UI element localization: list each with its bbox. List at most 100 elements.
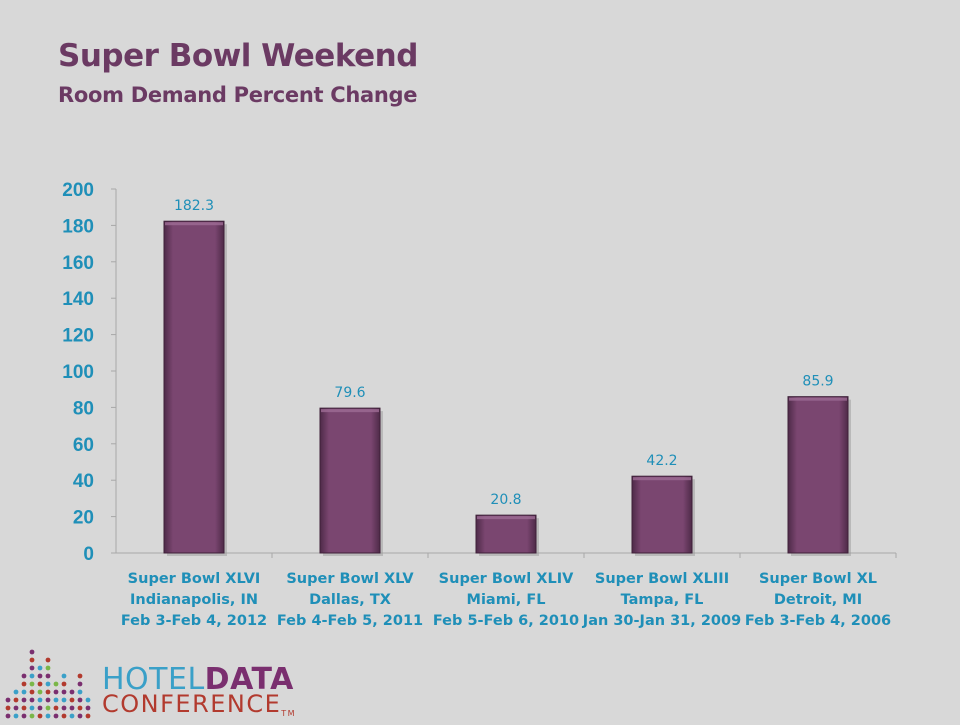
x-tick-label: Super Bowl XLV: [286, 571, 414, 587]
logo-wordmark-bottom: CONFERENCETM: [102, 690, 296, 718]
logo-dot: [53, 689, 59, 695]
x-tick-label: Super Bowl XLIII: [595, 571, 729, 587]
x-tick-label: Miami, FL: [467, 592, 546, 608]
x-tick-label: Jan 30-Jan 31, 2009: [582, 613, 741, 629]
bar: [787, 396, 849, 554]
chart-subtitle: Room Demand Percent Change: [58, 83, 418, 107]
bar-highlight: [789, 397, 847, 401]
bar-highlight: [165, 222, 223, 226]
logo-dot: [37, 689, 43, 695]
logo-dot: [21, 681, 27, 687]
logo-dot: [29, 673, 35, 679]
logo-dot: [69, 689, 75, 695]
bar: [163, 220, 225, 554]
logo-dot: [21, 697, 27, 703]
logo-dot: [69, 705, 75, 711]
data-label: 20.8: [490, 492, 521, 508]
logo-dot: [69, 713, 75, 719]
logo-dot: [45, 657, 51, 663]
logo-trademark: TM: [281, 709, 297, 718]
logo-dot: [45, 697, 51, 703]
logo-dot: [45, 689, 51, 695]
logo-word-data: DATA: [204, 662, 294, 697]
logo-dot: [45, 673, 51, 679]
y-tick-label: 80: [73, 398, 94, 419]
logo-dot: [37, 665, 43, 671]
logo-dot: [61, 689, 67, 695]
logo-dot: [5, 713, 11, 719]
logo-dot: [85, 713, 91, 719]
data-label: 79.6: [334, 385, 365, 401]
y-tick-label: 180: [62, 216, 94, 237]
bar-highlight: [321, 409, 379, 413]
y-tick-label: 0: [83, 544, 94, 565]
x-tick-label: Detroit, MI: [774, 592, 862, 608]
logo-dot: [29, 681, 35, 687]
data-label: 85.9: [802, 374, 833, 390]
logo-dot: [21, 705, 27, 711]
logo-dot: [13, 713, 19, 719]
logo-dot: [29, 657, 35, 663]
logo-dot: [53, 697, 59, 703]
chart-title: Super Bowl Weekend: [58, 38, 418, 74]
logo-dot: [77, 697, 83, 703]
x-tick-label: Dallas, TX: [309, 592, 391, 608]
logo-dot: [61, 705, 67, 711]
logo-dot: [37, 681, 43, 687]
logo-dot: [69, 697, 75, 703]
y-tick-label: 40: [73, 471, 94, 492]
logo-dot: [37, 673, 43, 679]
logo-dot: [85, 705, 91, 711]
data-label: 182.3: [174, 198, 214, 214]
logo-dot: [85, 697, 91, 703]
bar: [475, 514, 537, 554]
x-tick-label: Super Bowl XLVI: [128, 571, 261, 587]
y-tick-label: 140: [62, 289, 94, 310]
logo-dot: [77, 681, 83, 687]
logo-dot: [53, 713, 59, 719]
logo-dot: [21, 689, 27, 695]
logo-word-hotel: HOTEL: [102, 662, 205, 697]
x-tick-label: Tampa, FL: [621, 592, 704, 608]
x-tick-label: Super Bowl XLIV: [439, 571, 574, 587]
data-label: 42.2: [646, 453, 677, 469]
logo-dot: [61, 673, 67, 679]
logo-dot: [29, 649, 35, 655]
logo-word-conference: CONFERENCE: [102, 690, 282, 718]
y-tick-label: 200: [62, 180, 94, 201]
logo-dot: [37, 705, 43, 711]
y-tick-label: 20: [73, 508, 94, 529]
logo-dot: [5, 697, 11, 703]
x-tick-label: Feb 3-Feb 4, 2006: [745, 613, 891, 629]
logo-dot: [13, 697, 19, 703]
y-tick-label: 120: [62, 326, 94, 347]
logo-dot: [29, 689, 35, 695]
logo-wordmark-top: HOTELDATA: [102, 662, 294, 697]
y-tick-label: 100: [62, 362, 94, 383]
logo-dot: [21, 673, 27, 679]
x-tick-label: Indianapolis, IN: [130, 592, 258, 608]
y-tick-label: 160: [62, 253, 94, 274]
bar-highlight: [477, 516, 535, 520]
bar: [319, 407, 381, 554]
hotel-data-conference-logo: [0, 628, 320, 720]
logo-dot: [61, 681, 67, 687]
logo-dot: [45, 713, 51, 719]
logo-dot: [77, 689, 83, 695]
logo-dot: [61, 697, 67, 703]
logo-dot: [29, 705, 35, 711]
logo-dot: [5, 705, 11, 711]
logo-dot: [13, 689, 19, 695]
logo-dot: [21, 713, 27, 719]
logo-dot: [45, 665, 51, 671]
logo-dot: [61, 713, 67, 719]
logo-dot: [29, 697, 35, 703]
logo-dot: [77, 673, 83, 679]
x-tick-label: Feb 5-Feb 6, 2010: [433, 613, 579, 629]
logo-dot: [29, 665, 35, 671]
logo-dot: [53, 705, 59, 711]
x-tick-label: Feb 4-Feb 5, 2011: [277, 613, 423, 629]
logo-dot: [77, 705, 83, 711]
